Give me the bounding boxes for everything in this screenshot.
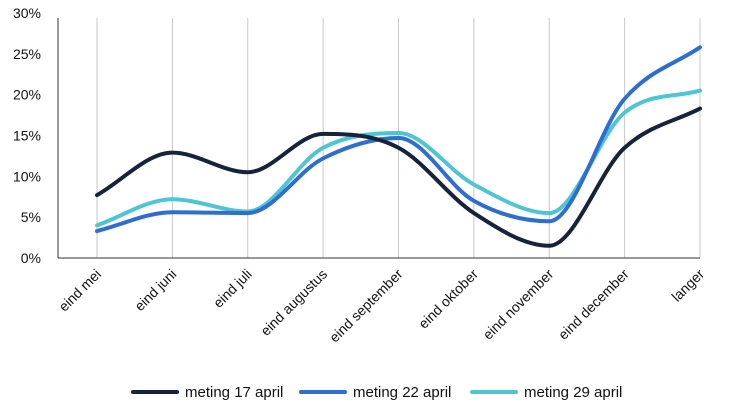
- x-tick-label-eind-juli: eind juli: [210, 266, 255, 311]
- x-tick-label-eind-juni: eind juni: [131, 266, 179, 314]
- x-tick-label-langer: langer: [668, 266, 707, 305]
- y-tick-label: 5%: [21, 209, 41, 225]
- axes: [57, 18, 700, 259]
- legend-label-meting-22-april: meting 22 april: [353, 384, 451, 401]
- x-tick-label-eind-mei: eind mei: [55, 266, 104, 315]
- x-tick-label-eind-oktober: eind oktober: [415, 266, 481, 332]
- x-tick-label-eind-augustus: eind augustus: [257, 266, 330, 339]
- legend: meting 17 april meting 22 april meting 29 …: [131, 384, 622, 401]
- legend-label-meting-29-april: meting 29 april: [524, 384, 622, 401]
- legend-label-meting-17-april: meting 17 april: [185, 384, 283, 401]
- x-tick-label-eind-september: eind september: [326, 266, 406, 346]
- y-tick-label: 25%: [13, 46, 41, 62]
- y-tick-label: 0%: [21, 250, 41, 266]
- x-tick-label-eind-december: eind december: [555, 266, 632, 343]
- series-line-meting-29-april: [95, 88, 702, 228]
- series-line-meting-17-april: [95, 106, 702, 248]
- y-tick-label: 15%: [13, 128, 41, 144]
- x-tick-labels: eind mei eind juni eind juli eind augustuse…: [55, 266, 707, 346]
- x-tick-label-eind-november: eind november: [480, 266, 557, 343]
- y-tick-labels: 0% 5% 10% 15% 20% 25% 30%: [13, 5, 41, 266]
- y-tick-label: 30%: [13, 5, 41, 21]
- y-tick-label: 20%: [13, 87, 41, 103]
- series-lines: [95, 45, 702, 248]
- y-tick-label: 10%: [13, 168, 41, 184]
- series-line-meting-22-april: [95, 45, 702, 234]
